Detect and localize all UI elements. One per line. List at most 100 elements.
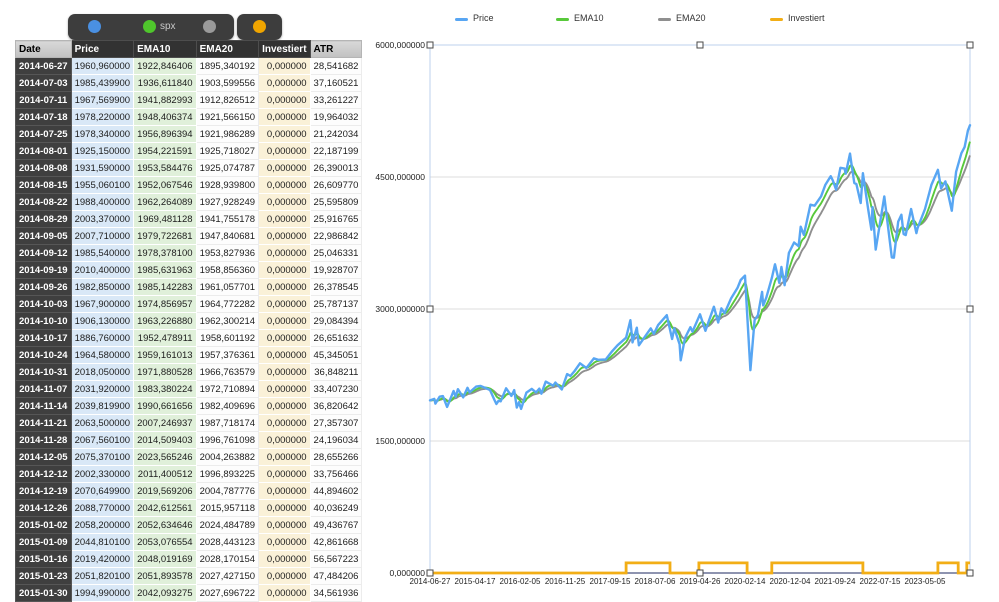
investiert-color-popover[interactable] [237, 14, 282, 40]
cell-price[interactable]: 2058,200000 [70, 516, 135, 534]
cell-ema20[interactable]: 1987,718174 [195, 414, 260, 432]
cell-investiert[interactable]: 0,000000 [258, 108, 311, 126]
cell-ema10[interactable]: 2019,569206 [133, 482, 197, 500]
cell-investiert[interactable]: 0,000000 [258, 176, 311, 194]
cell-atr[interactable]: 28,541682 [309, 57, 363, 75]
cell-ema20[interactable]: 1928,939800 [195, 176, 260, 194]
cell-date[interactable]: 2014-07-18 [15, 108, 72, 126]
cell-ema10[interactable]: 2042,093275 [133, 584, 197, 602]
cell-price[interactable]: 1960,960000 [70, 57, 135, 75]
cell-atr[interactable]: 25,046331 [309, 244, 363, 262]
cell-atr[interactable]: 25,916765 [309, 210, 363, 228]
cell-atr[interactable]: 25,595809 [309, 193, 363, 211]
cell-price[interactable]: 2002,330000 [70, 465, 135, 483]
cell-investiert[interactable]: 0,000000 [258, 567, 311, 585]
cell-date[interactable]: 2014-08-08 [15, 159, 72, 177]
cell-price[interactable]: 2075,370100 [70, 448, 135, 466]
selection-handle[interactable] [426, 41, 434, 49]
cell-atr[interactable]: 22,986842 [309, 227, 363, 245]
selection-handle[interactable] [696, 569, 704, 577]
investiert-dot-icon[interactable] [253, 20, 266, 33]
cell-investiert[interactable]: 0,000000 [258, 244, 311, 262]
cell-investiert[interactable]: 0,000000 [258, 312, 311, 330]
cell-ema10[interactable]: 1974,856957 [133, 295, 197, 313]
cell-ema20[interactable]: 1927,928249 [195, 193, 260, 211]
cell-atr[interactable]: 27,357307 [309, 414, 363, 432]
cell-investiert[interactable]: 0,000000 [258, 329, 311, 347]
spx-dot-icon[interactable] [143, 20, 156, 33]
cell-ema20[interactable]: 1903,599556 [195, 74, 260, 92]
column-header-ema20[interactable]: EMA20 [195, 40, 260, 58]
cell-investiert[interactable]: 0,000000 [258, 397, 311, 415]
cell-investiert[interactable]: 0,000000 [258, 448, 311, 466]
cell-price[interactable]: 1988,400000 [70, 193, 135, 211]
cell-price[interactable]: 2051,820100 [70, 567, 135, 585]
cell-atr[interactable]: 33,756466 [309, 465, 363, 483]
series-color-popover[interactable]: spx [68, 14, 234, 40]
cell-investiert[interactable]: 0,000000 [258, 142, 311, 160]
cell-ema20[interactable]: 2015,957118 [195, 499, 260, 517]
cell-atr[interactable]: 56,567223 [309, 550, 363, 568]
cell-ema10[interactable]: 2023,565246 [133, 448, 197, 466]
cell-date[interactable]: 2014-08-01 [15, 142, 72, 160]
cell-atr[interactable]: 37,160521 [309, 74, 363, 92]
cell-ema10[interactable]: 1971,880528 [133, 363, 197, 381]
cell-ema20[interactable]: 1958,856360 [195, 261, 260, 279]
cell-price[interactable]: 2003,370000 [70, 210, 135, 228]
cell-date[interactable]: 2014-09-12 [15, 244, 72, 262]
cell-ema10[interactable]: 1983,380224 [133, 380, 197, 398]
cell-ema10[interactable]: 1952,478911 [133, 329, 197, 347]
cell-ema20[interactable]: 2027,427150 [195, 567, 260, 585]
cell-ema10[interactable]: 1941,882993 [133, 91, 197, 109]
cell-atr[interactable]: 33,261227 [309, 91, 363, 109]
cell-date[interactable]: 2015-01-09 [15, 533, 72, 551]
cell-ema10[interactable]: 2042,612561 [133, 499, 197, 517]
cell-atr[interactable]: 26,390013 [309, 159, 363, 177]
cell-date[interactable]: 2014-10-24 [15, 346, 72, 364]
cell-ema20[interactable]: 2004,263882 [195, 448, 260, 466]
cell-price[interactable]: 1978,220000 [70, 108, 135, 126]
cell-price[interactable]: 2088,770000 [70, 499, 135, 517]
column-header-date[interactable]: Date [15, 40, 72, 58]
cell-price[interactable]: 2070,649900 [70, 482, 135, 500]
cell-atr[interactable]: 40,036249 [309, 499, 363, 517]
cell-ema20[interactable]: 1996,761098 [195, 431, 260, 449]
cell-atr[interactable]: 34,561936 [309, 584, 363, 602]
cell-ema10[interactable]: 1962,264089 [133, 193, 197, 211]
cell-price[interactable]: 1886,760000 [70, 329, 135, 347]
cell-investiert[interactable]: 0,000000 [258, 414, 311, 432]
selection-handle[interactable] [966, 305, 974, 313]
cell-price[interactable]: 2018,050000 [70, 363, 135, 381]
cell-price[interactable]: 1931,590000 [70, 159, 135, 177]
cell-ema20[interactable]: 1972,710894 [195, 380, 260, 398]
cell-investiert[interactable]: 0,000000 [258, 482, 311, 500]
cell-ema20[interactable]: 2004,787776 [195, 482, 260, 500]
cell-price[interactable]: 1985,540000 [70, 244, 135, 262]
cell-ema20[interactable]: 1953,827936 [195, 244, 260, 262]
cell-price[interactable]: 2031,920000 [70, 380, 135, 398]
cell-ema20[interactable]: 2028,443123 [195, 533, 260, 551]
cell-ema20[interactable]: 1958,601192 [195, 329, 260, 347]
cell-atr[interactable]: 36,848211 [309, 363, 363, 381]
cell-investiert[interactable]: 0,000000 [258, 57, 311, 75]
cell-investiert[interactable]: 0,000000 [258, 278, 311, 296]
cell-price[interactable]: 1978,340000 [70, 125, 135, 143]
column-header-atr[interactable]: ATR [309, 40, 363, 58]
cell-price[interactable]: 1955,060100 [70, 176, 135, 194]
cell-date[interactable]: 2015-01-30 [15, 584, 72, 602]
cell-price[interactable]: 2067,560100 [70, 431, 135, 449]
cell-atr[interactable]: 42,861668 [309, 533, 363, 551]
cell-atr[interactable]: 33,407230 [309, 380, 363, 398]
cell-ema20[interactable]: 1957,376361 [195, 346, 260, 364]
cell-date[interactable]: 2014-12-12 [15, 465, 72, 483]
cell-investiert[interactable]: 0,000000 [258, 431, 311, 449]
data-table[interactable]: Date Price EMA10 EMA20 Investiert ATR 2014-06… [15, 40, 363, 602]
cell-ema10[interactable]: 2051,893578 [133, 567, 197, 585]
cell-date[interactable]: 2014-10-31 [15, 363, 72, 381]
cell-ema10[interactable]: 2007,246937 [133, 414, 197, 432]
cell-investiert[interactable]: 0,000000 [258, 159, 311, 177]
cell-price[interactable]: 1982,850000 [70, 278, 135, 296]
cell-price[interactable]: 1906,130000 [70, 312, 135, 330]
cell-atr[interactable]: 24,196034 [309, 431, 363, 449]
cell-ema20[interactable]: 1962,300214 [195, 312, 260, 330]
